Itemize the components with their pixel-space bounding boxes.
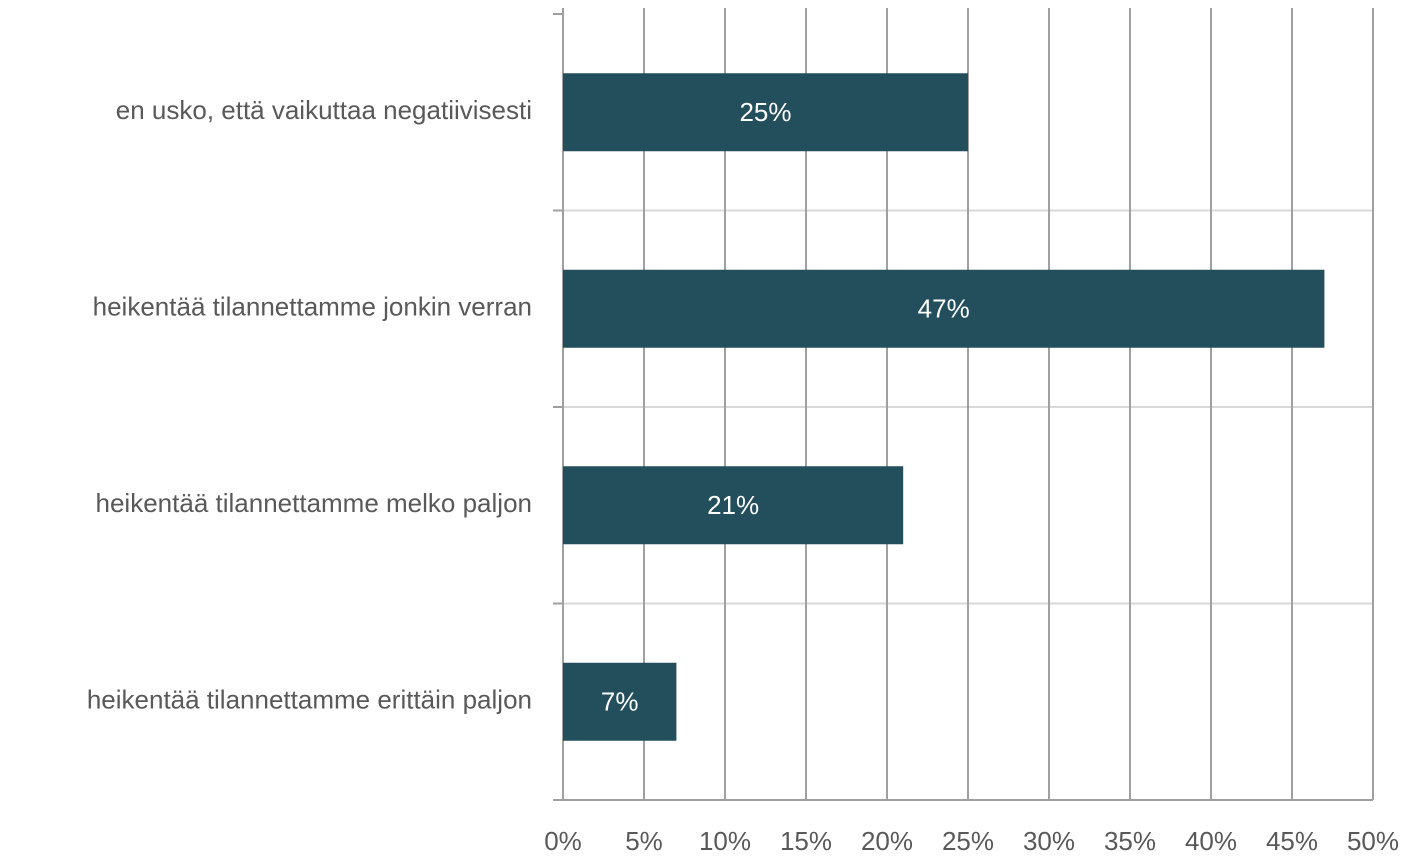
x-tick-label: 35% xyxy=(1104,826,1156,856)
bar xyxy=(563,662,677,741)
x-tick-label: 45% xyxy=(1266,826,1318,856)
data-label: 7% xyxy=(601,687,639,717)
x-tick-label: 25% xyxy=(942,826,994,856)
y-tick-label: en usko, että vaikuttaa negatiivisesti xyxy=(116,95,532,125)
data-label: 21% xyxy=(707,490,759,520)
bar xyxy=(563,466,904,545)
data-label: 47% xyxy=(918,294,970,324)
y-tick-label: heikentää tilannettamme jonkin verran xyxy=(93,292,532,322)
x-tick-label: 15% xyxy=(780,826,832,856)
bar xyxy=(563,269,1325,348)
x-tick-label: 40% xyxy=(1185,826,1237,856)
y-tick-label: heikentää tilannettamme melko paljon xyxy=(96,488,532,518)
x-tick-label: 50% xyxy=(1347,826,1399,856)
x-tick-label: 0% xyxy=(544,826,582,856)
y-tick-label: heikentää tilannettamme erittäin paljon xyxy=(87,685,532,715)
data-label: 25% xyxy=(739,97,791,127)
x-tick-label: 10% xyxy=(699,826,751,856)
x-tick-label: 30% xyxy=(1023,826,1075,856)
bar xyxy=(563,73,968,152)
x-tick-label: 5% xyxy=(625,826,663,856)
x-tick-label: 20% xyxy=(861,826,913,856)
